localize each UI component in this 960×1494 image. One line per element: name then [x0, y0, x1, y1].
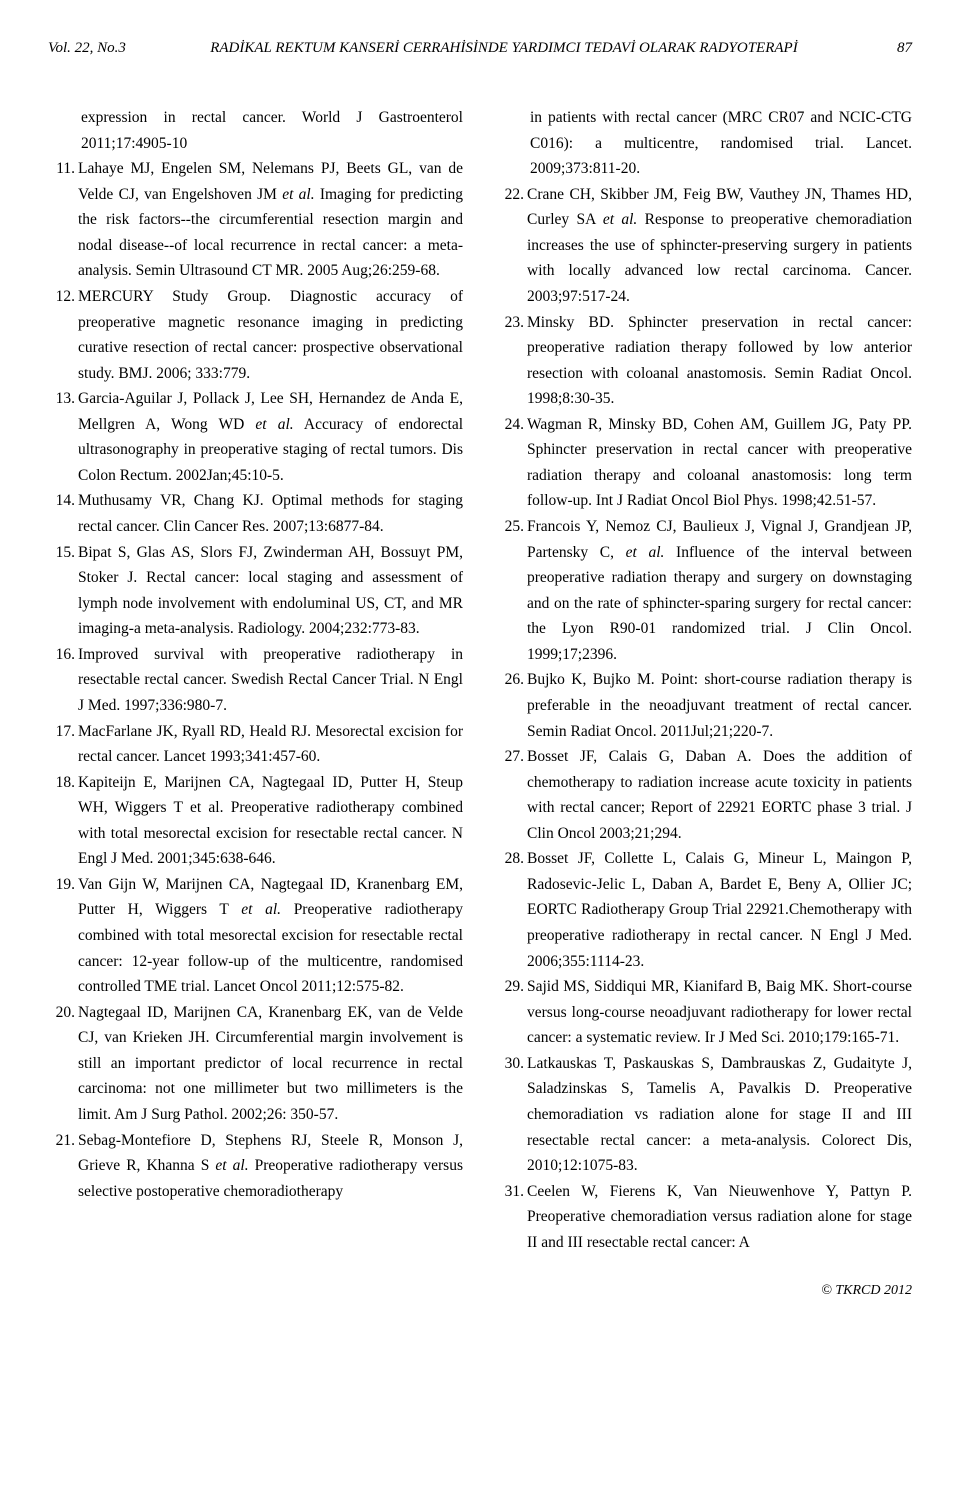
reference-number: 25. [497, 514, 527, 667]
reference-number: 29. [497, 974, 527, 1051]
reference-text: Garcia-Aguilar J, Pollack J, Lee SH, Her… [78, 386, 463, 488]
copyright-footer: © TKRCD 2012 [48, 1283, 912, 1299]
reference-item: 30.Latkauskas T, Paskauskas S, Dambrausk… [497, 1051, 912, 1179]
reference-text: Van Gijn W, Marijnen CA, Nagtegaal ID, K… [78, 872, 463, 1000]
reference-number: 26. [497, 667, 527, 744]
reference-number: 31. [497, 1179, 527, 1256]
reference-item: 23.Minsky BD. Sphincter preservation in … [497, 310, 912, 412]
reference-number: 15. [48, 540, 78, 642]
reference-item: 13.Garcia-Aguilar J, Pollack J, Lee SH, … [48, 386, 463, 488]
page-header: Vol. 22, No.3 RADİKAL REKTUM KANSERİ CER… [48, 40, 912, 57]
reference-item: 22.Crane CH, Skibber JM, Feig BW, Vauthe… [497, 182, 912, 310]
reference-item: 27.Bosset JF, Calais G, Daban A. Does th… [497, 744, 912, 846]
reference-item: 31.Ceelen W, Fierens K, Van Nieuwenhove … [497, 1179, 912, 1256]
reference-item: 28.Bosset JF, Collette L, Calais G, Mine… [497, 846, 912, 974]
reference-text: Ceelen W, Fierens K, Van Nieuwenhove Y, … [527, 1179, 912, 1256]
reference-number: 20. [48, 1000, 78, 1128]
reference-text: Minsky BD. Sphincter preservation in rec… [527, 310, 912, 412]
reference-item: 15.Bipat S, Glas AS, Slors FJ, Zwinderma… [48, 540, 463, 642]
reference-number: 17. [48, 719, 78, 770]
references-columns: expression in rectal cancer. World J Gas… [48, 105, 912, 1255]
reference-text: Latkauskas T, Paskauskas S, Dambrauskas … [527, 1051, 912, 1179]
reference-text: Bujko K, Bujko M. Point: short-course ra… [527, 667, 912, 744]
running-title: RADİKAL REKTUM KANSERİ CERRAHİSİNDE YARD… [126, 40, 882, 57]
reference-text: Improved survival with preoperative radi… [78, 642, 463, 719]
reference-text: Kapiteijn E, Marijnen CA, Nagtegaal ID, … [78, 770, 463, 872]
reference-number: 23. [497, 310, 527, 412]
reference-text: MacFarlane JK, Ryall RD, Heald RJ. Mesor… [78, 719, 463, 770]
reference-number: 14. [48, 488, 78, 539]
page-number: 87 [882, 40, 912, 57]
reference-number: 22. [497, 182, 527, 310]
reference-number: 27. [497, 744, 527, 846]
reference-item: 24.Wagman R, Minsky BD, Cohen AM, Guille… [497, 412, 912, 514]
reference-number: 24. [497, 412, 527, 514]
reference-item: 25.Francois Y, Nemoz CJ, Baulieux J, Vig… [497, 514, 912, 667]
reference-number: 19. [48, 872, 78, 1000]
reference-item: 18.Kapiteijn E, Marijnen CA, Nagtegaal I… [48, 770, 463, 872]
reference-text: Bipat S, Glas AS, Slors FJ, Zwinderman A… [78, 540, 463, 642]
reference-text: Crane CH, Skibber JM, Feig BW, Vauthey J… [527, 182, 912, 310]
reference-continuation: in patients with rectal cancer (MRC CR07… [497, 105, 912, 182]
reference-text: Francois Y, Nemoz CJ, Baulieux J, Vignal… [527, 514, 912, 667]
left-column: expression in rectal cancer. World J Gas… [48, 105, 463, 1255]
reference-number: 21. [48, 1128, 78, 1205]
reference-item: 26.Bujko K, Bujko M. Point: short-course… [497, 667, 912, 744]
reference-text: Bosset JF, Collette L, Calais G, Mineur … [527, 846, 912, 974]
reference-item: 14.Muthusamy VR, Chang KJ. Optimal metho… [48, 488, 463, 539]
reference-item: 20.Nagtegaal ID, Marijnen CA, Kranenbarg… [48, 1000, 463, 1128]
reference-number: 18. [48, 770, 78, 872]
reference-number: 13. [48, 386, 78, 488]
reference-item: 29.Sajid MS, Siddiqui MR, Kianifard B, B… [497, 974, 912, 1051]
reference-number: 28. [497, 846, 527, 974]
reference-number: 11. [48, 156, 78, 284]
reference-number: 30. [497, 1051, 527, 1179]
reference-text: Sajid MS, Siddiqui MR, Kianifard B, Baig… [527, 974, 912, 1051]
volume-label: Vol. 22, No.3 [48, 40, 126, 57]
reference-continuation: expression in rectal cancer. World J Gas… [48, 105, 463, 156]
reference-text: Nagtegaal ID, Marijnen CA, Kranenbarg EK… [78, 1000, 463, 1128]
reference-item: 12.MERCURY Study Group. Diagnostic accur… [48, 284, 463, 386]
right-column: in patients with rectal cancer (MRC CR07… [497, 105, 912, 1255]
reference-item: 19.Van Gijn W, Marijnen CA, Nagtegaal ID… [48, 872, 463, 1000]
reference-item: 11.Lahaye MJ, Engelen SM, Nelemans PJ, B… [48, 156, 463, 284]
reference-text: Lahaye MJ, Engelen SM, Nelemans PJ, Beet… [78, 156, 463, 284]
reference-text: Bosset JF, Calais G, Daban A. Does the a… [527, 744, 912, 846]
reference-number: 12. [48, 284, 78, 386]
reference-text: MERCURY Study Group. Diagnostic accuracy… [78, 284, 463, 386]
reference-item: 21.Sebag-Montefiore D, Stephens RJ, Stee… [48, 1128, 463, 1205]
reference-text: Sebag-Montefiore D, Stephens RJ, Steele … [78, 1128, 463, 1205]
reference-number: 16. [48, 642, 78, 719]
reference-text: Wagman R, Minsky BD, Cohen AM, Guillem J… [527, 412, 912, 514]
reference-item: 16.Improved survival with preoperative r… [48, 642, 463, 719]
reference-item: 17.MacFarlane JK, Ryall RD, Heald RJ. Me… [48, 719, 463, 770]
reference-text: Muthusamy VR, Chang KJ. Optimal methods … [78, 488, 463, 539]
